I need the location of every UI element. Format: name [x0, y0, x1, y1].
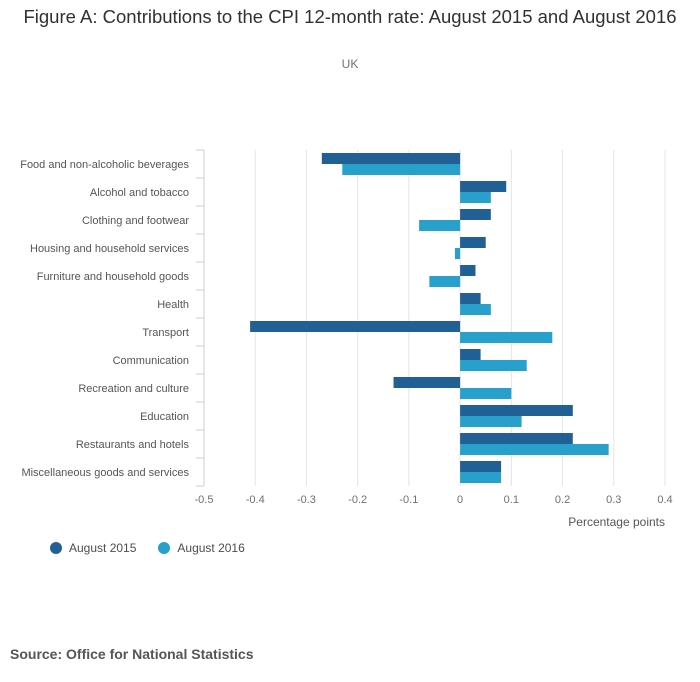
- bar-2016: [460, 304, 491, 315]
- category-label: Food and non-alcoholic beverages: [20, 159, 189, 171]
- bar-2015: [393, 377, 461, 388]
- bar-2015: [460, 181, 507, 192]
- bar-2016: [419, 220, 461, 231]
- chart-subtitle: UK: [341, 57, 359, 71]
- x-tick-label: -0.4: [246, 494, 265, 506]
- x-tick-label: 0.3: [606, 494, 621, 506]
- bar-2016: [460, 388, 512, 399]
- x-tick-label: 0: [457, 494, 463, 506]
- bar-2016: [460, 472, 502, 483]
- bar-2016: [454, 248, 461, 259]
- bar-2016: [429, 276, 461, 287]
- bar-2015: [460, 461, 502, 472]
- x-tick-label: -0.1: [399, 494, 418, 506]
- x-tick-label: -0.5: [195, 494, 214, 506]
- category-label: Clothing and footwear: [82, 215, 189, 227]
- category-label: Communication: [113, 355, 189, 367]
- source-note: Source: Office for National Statistics: [10, 646, 254, 662]
- legend-label-2016: August 2016: [177, 541, 245, 555]
- bar-2015: [460, 349, 481, 360]
- x-tick-label: 0.1: [504, 494, 519, 506]
- bar-2016: [342, 164, 461, 175]
- bar-2015: [460, 209, 491, 220]
- category-label: Alcohol and tobacco: [90, 187, 189, 199]
- bar-2016: [460, 444, 609, 455]
- category-label: Restaurants and hotels: [76, 439, 190, 451]
- category-label: Education: [140, 411, 189, 423]
- bar-chart: -0.5 -0.4 -0.3 -0.2 -0.1 0 0.1 0.2 0.3 0.4 Food an…: [20, 149, 673, 529]
- chart-title: Figure A: Contributions to the CPI 12-mo…: [23, 6, 677, 27]
- category-label: Transport: [142, 327, 189, 339]
- bar-2015: [460, 405, 573, 416]
- bar-2015: [460, 237, 486, 248]
- legend-swatch-2015: [50, 542, 62, 554]
- bar-2016: [460, 332, 553, 343]
- x-tick-label: 0.2: [555, 494, 570, 506]
- bar-2016: [460, 416, 522, 427]
- x-tick-label: -0.2: [348, 494, 367, 506]
- category-label: Health: [157, 299, 189, 311]
- category-label: Housing and household services: [30, 243, 189, 255]
- x-tick-label: -0.3: [297, 494, 316, 506]
- legend-item-2016[interactable]: August 2016: [158, 541, 245, 555]
- category-label: Miscellaneous goods and services: [21, 467, 189, 479]
- category-label: Recreation and culture: [78, 383, 189, 395]
- chart-legend: August 2015 August 2016: [50, 541, 245, 555]
- legend-swatch-2016: [158, 542, 171, 554]
- bar-2015: [460, 265, 476, 276]
- bar-2015: [250, 321, 461, 332]
- legend-item-2015[interactable]: August 2015: [50, 541, 136, 555]
- x-axis-title: Percentage points: [568, 515, 665, 529]
- bar-2016: [460, 360, 527, 371]
- bar-2015: [321, 153, 461, 164]
- bar-2015: [460, 433, 573, 444]
- category-label: Furniture and household goods: [37, 271, 190, 283]
- legend-label-2015: August 2015: [69, 541, 137, 555]
- bar-2015: [460, 293, 481, 304]
- x-tick-label: 0.4: [657, 494, 672, 506]
- bar-2016: [460, 192, 491, 203]
